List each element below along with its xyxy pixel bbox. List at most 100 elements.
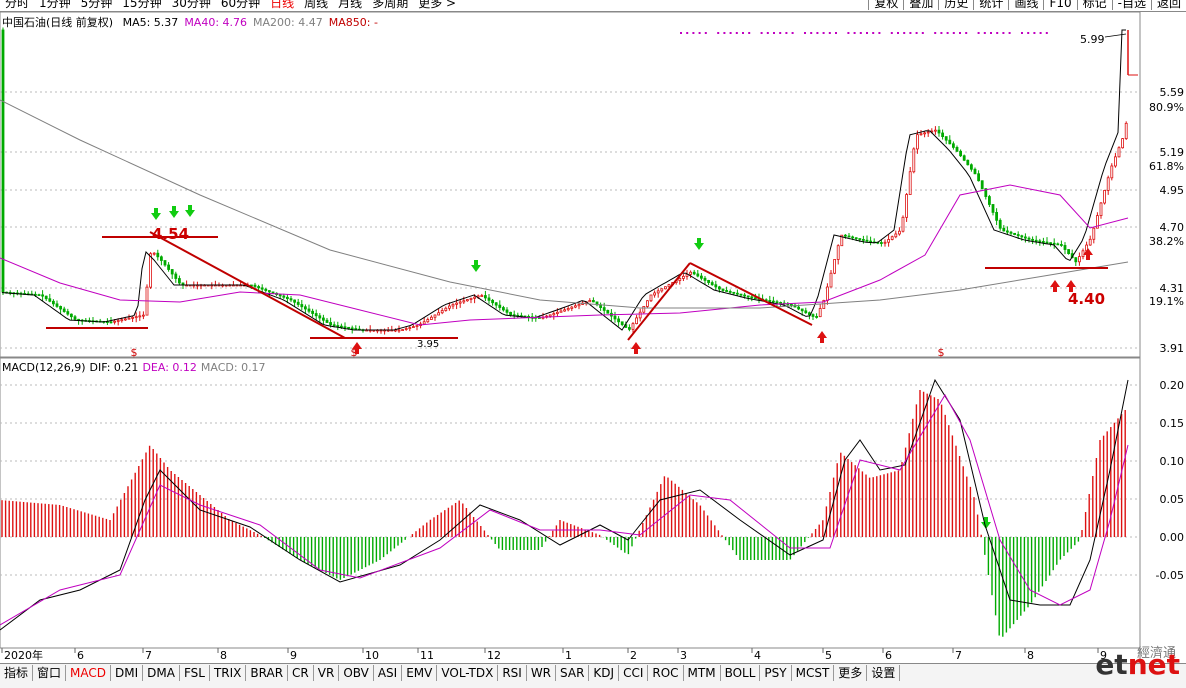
indicator-tab[interactable]: PSY [760, 665, 792, 681]
candle-body [739, 293, 743, 296]
tool-button[interactable]: 复权 [868, 0, 903, 10]
candle-body [296, 301, 300, 305]
indicator-tab[interactable]: VR [314, 665, 340, 681]
indicator-tab[interactable]: EMV [402, 665, 438, 681]
indicator-tab[interactable]: 更多 [834, 665, 868, 681]
candle-body [44, 295, 48, 300]
signal-dot [1033, 32, 1036, 34]
candle-body [116, 320, 120, 322]
indicator-tab[interactable]: 设置 [867, 665, 901, 681]
tool-button[interactable]: -自选 [1111, 0, 1151, 10]
candle-body [941, 132, 944, 137]
indicator-tab[interactable]: MCST [792, 665, 835, 681]
candle-body [862, 238, 865, 241]
candle-body [1060, 244, 1063, 246]
indicator-tab[interactable]: CCI [619, 665, 649, 681]
signal-dot [1008, 32, 1011, 34]
candle-body [923, 132, 926, 135]
tool-button[interactable]: 标记 [1076, 0, 1112, 10]
indicator-tab[interactable]: ROC [648, 665, 684, 681]
indicator-tab[interactable]: VOL-TDX [437, 665, 499, 681]
tool-button[interactable]: 历史 [938, 0, 973, 10]
price-tick-label: 3.91 [1160, 342, 1185, 355]
period-tab[interactable]: 分时 [5, 0, 30, 10]
candle-body [347, 326, 351, 329]
candle-body [1092, 227, 1096, 240]
candle-body [1106, 177, 1110, 191]
indicator-tab[interactable]: DMI [111, 665, 144, 681]
indicator-tab[interactable]: BOLL [721, 665, 761, 681]
peak-pointer [1104, 33, 1127, 38]
signal-dot [996, 32, 999, 34]
candle-body [970, 164, 973, 170]
ma5-line [1, 29, 1126, 331]
signal-dot [872, 32, 875, 34]
candle-body [779, 302, 782, 304]
period-tab[interactable]: 日线 [270, 0, 295, 10]
candle-body [494, 302, 498, 306]
indicator-tab[interactable]: TRIX [210, 665, 247, 681]
tool-button[interactable]: 统计 [973, 0, 1008, 10]
indicator-tab[interactable]: MTM [684, 665, 721, 681]
period-tab[interactable]: 5分钟 [80, 0, 113, 10]
candle-body [959, 150, 962, 157]
period-tab[interactable]: 更多 > [418, 0, 457, 10]
indicator-tab[interactable]: 指标 [0, 665, 34, 681]
candle-body [692, 271, 696, 275]
candle-body [1049, 242, 1052, 245]
candle-body [718, 286, 721, 290]
indicator-tab[interactable]: OBV [339, 665, 374, 681]
indicator-tab[interactable]: ASI [374, 665, 403, 681]
tool-button[interactable]: 返回 [1150, 0, 1186, 10]
candle-body [984, 188, 988, 197]
period-tab[interactable]: 60分钟 [220, 0, 261, 10]
candle-body [167, 264, 171, 270]
candle-body [433, 314, 437, 318]
indicator-tab[interactable]: BRAR [246, 665, 289, 681]
period-tab[interactable]: 30分钟 [171, 0, 211, 10]
indicator-tab[interactable]: WR [527, 665, 557, 681]
time-tick-label: 3 [680, 649, 687, 662]
signal-dot [1002, 32, 1005, 34]
candle-body [732, 291, 736, 294]
candle-body [552, 313, 556, 316]
tool-button[interactable]: F10 [1043, 0, 1076, 10]
candle-body [822, 300, 826, 309]
candle-body [1013, 232, 1016, 235]
indicator-tab[interactable]: 窗口 [33, 665, 67, 681]
candle-body [307, 308, 311, 312]
candle-body [1103, 189, 1106, 204]
candle-body [451, 303, 455, 307]
candle-body [37, 294, 41, 296]
downtrend-line-2 [689, 262, 813, 326]
signal-dot [890, 32, 893, 34]
tool-button[interactable]: 画线 [1008, 0, 1043, 10]
indicator-tab[interactable]: CR [288, 665, 314, 681]
indicator-tab[interactable]: FSL [180, 665, 210, 681]
indicator-tab[interactable]: MACD [66, 665, 112, 681]
time-tick-label: 2020年 [4, 648, 43, 662]
candle-body [768, 300, 772, 302]
signal-dot [878, 32, 881, 34]
period-tab[interactable]: 周线 [304, 0, 329, 10]
indicator-tab[interactable]: SAR [556, 665, 590, 681]
period-tab[interactable]: 月线 [338, 0, 363, 10]
candle-body [602, 307, 606, 311]
candle-body [73, 316, 77, 320]
period-tab[interactable]: 15分钟 [122, 0, 162, 10]
candle-body [1096, 215, 1099, 229]
red-up-arrow [817, 331, 827, 343]
candle-body [649, 294, 653, 302]
tool-button[interactable]: 叠加 [903, 0, 938, 10]
indicator-tab[interactable]: KDJ [589, 665, 620, 681]
indicator-tab[interactable]: RSI [498, 665, 527, 681]
signal-dot [804, 32, 806, 34]
period-tab[interactable]: 1分钟 [39, 0, 71, 10]
period-tab[interactable]: 多周期 [372, 0, 409, 10]
candle-body [574, 305, 577, 308]
candle-body [501, 307, 505, 311]
time-tick-label: 7 [145, 649, 152, 662]
indicator-tab[interactable]: DMA [143, 665, 180, 681]
signal-dot [934, 32, 937, 34]
